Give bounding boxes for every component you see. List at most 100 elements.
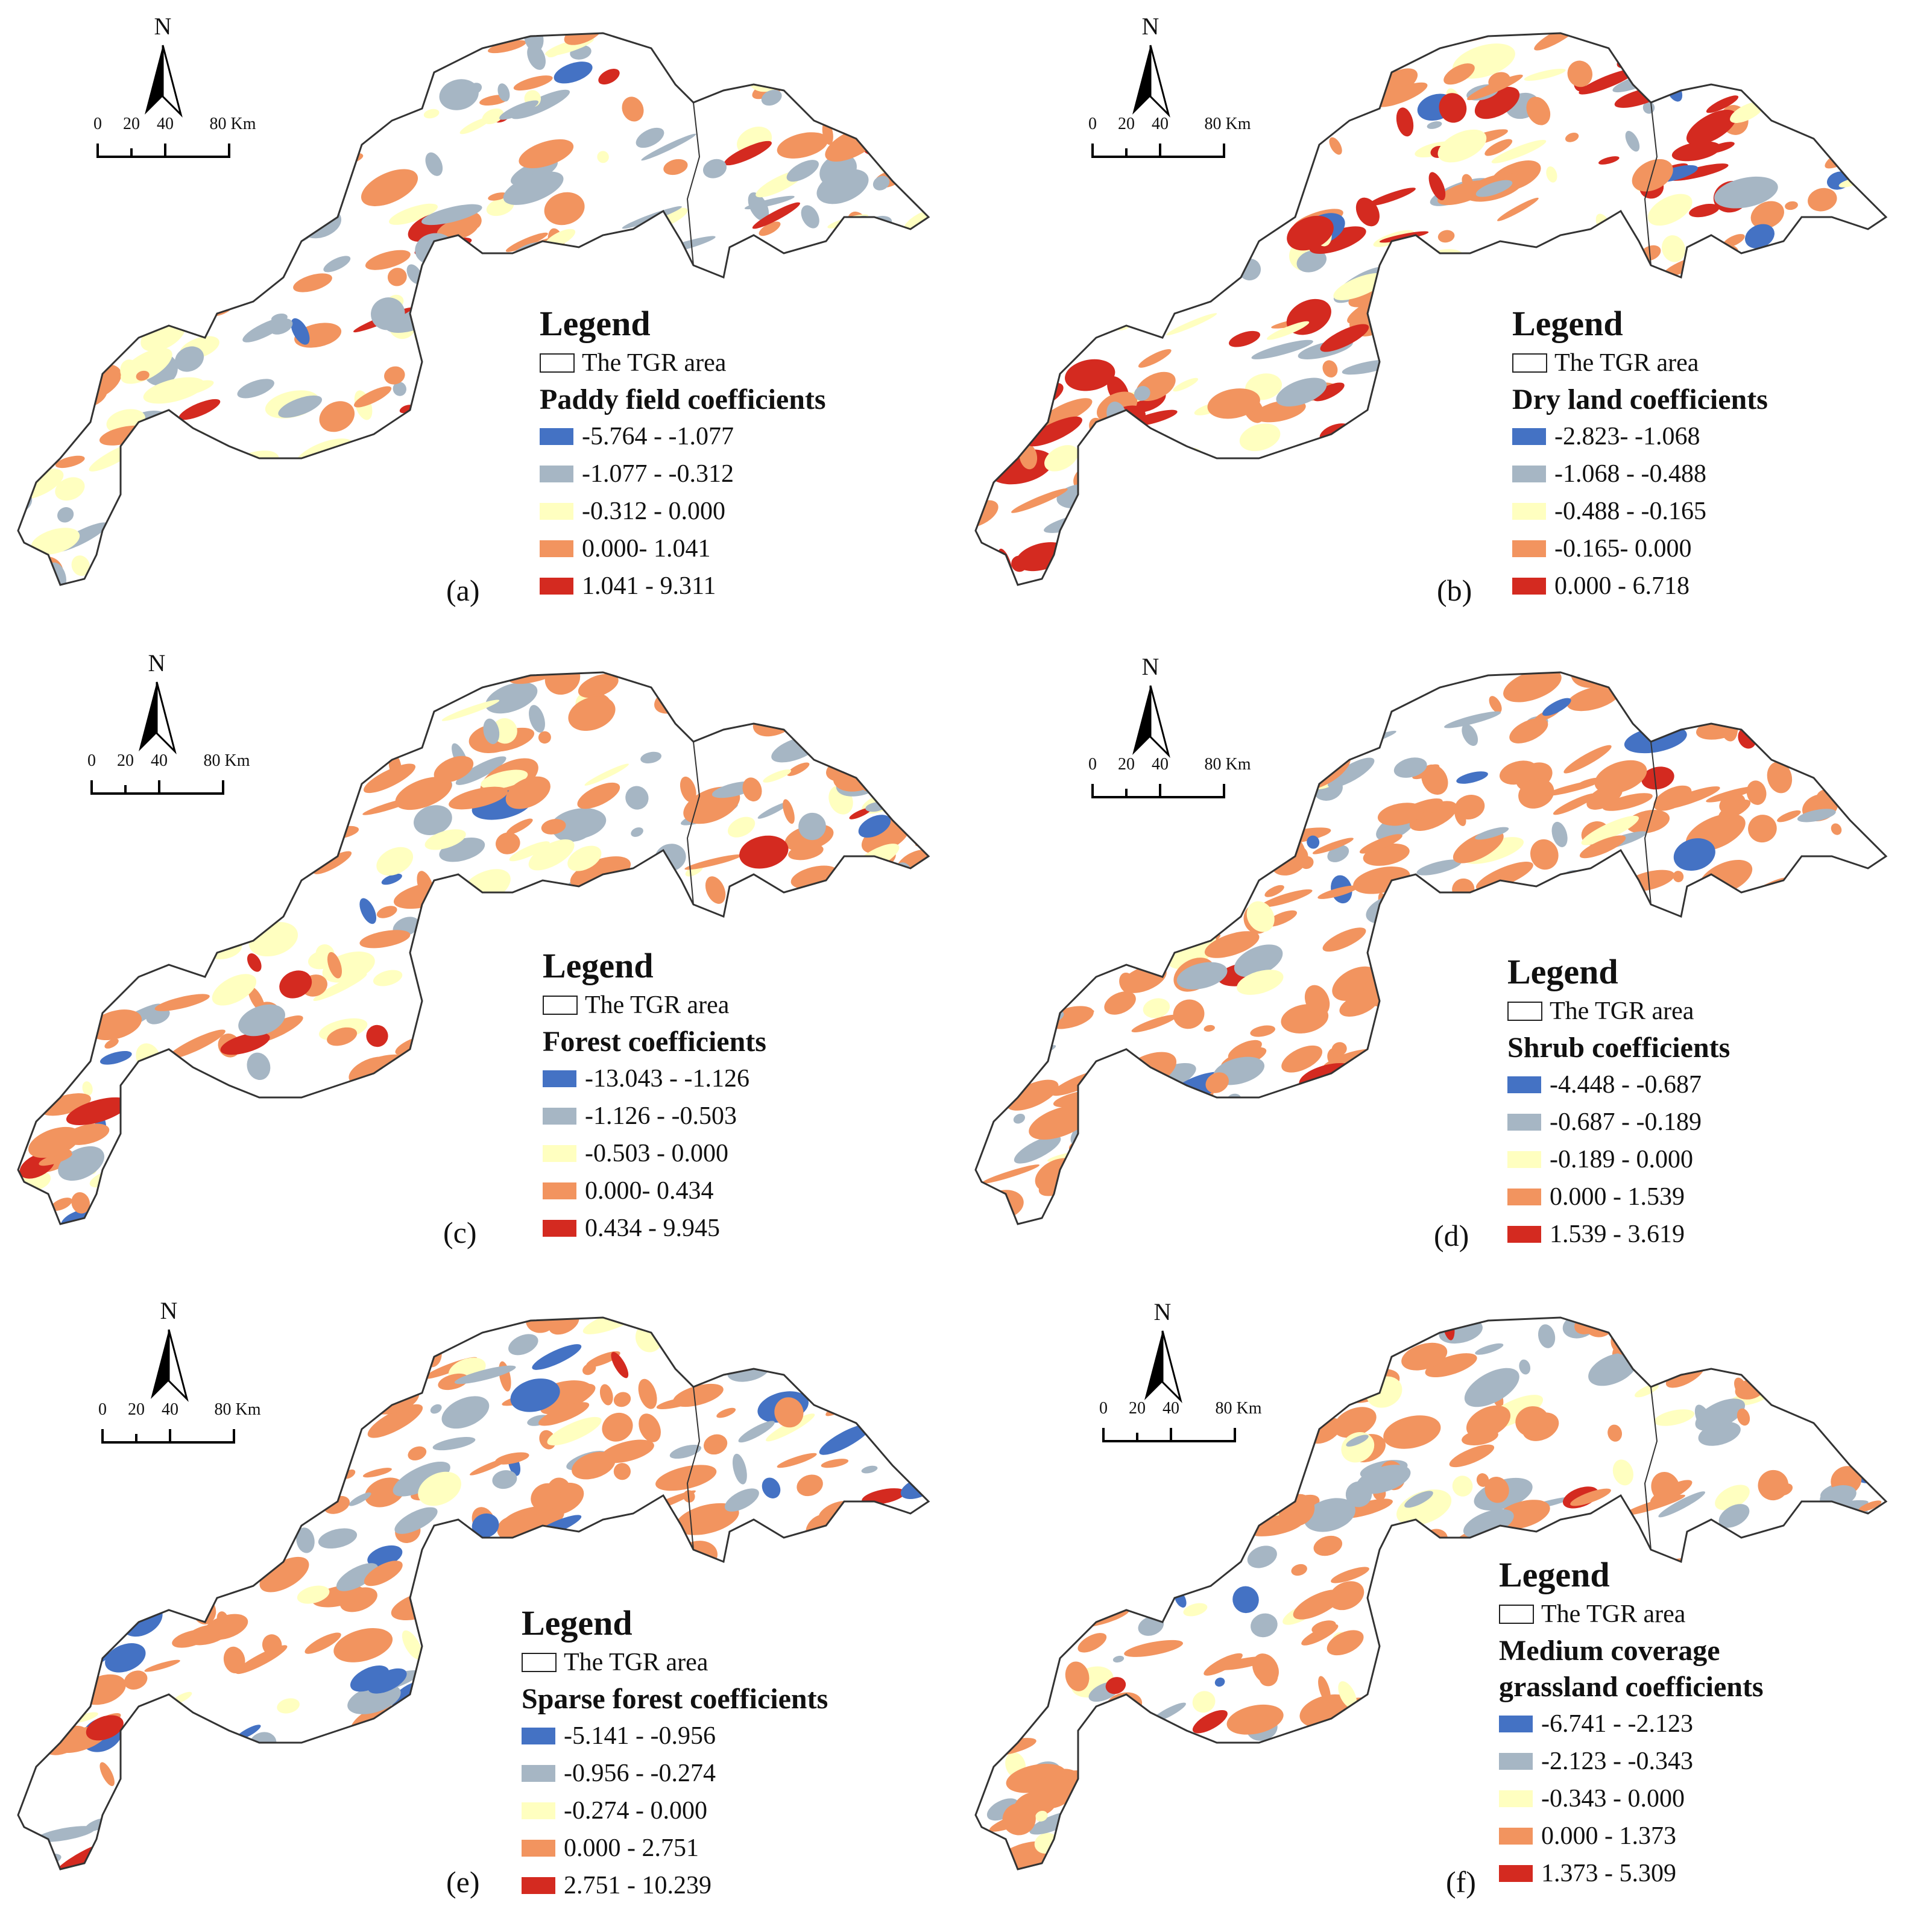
map-patch [154, 447, 199, 477]
map-patch [110, 188, 128, 212]
map-patch [1279, 741, 1290, 750]
map-patch [1221, 1497, 1237, 1529]
map-patch [1301, 1624, 1339, 1646]
map-patch [768, 672, 798, 699]
map-patch [577, 782, 620, 809]
map-patch [333, 1628, 393, 1662]
map-patch [787, 987, 828, 1016]
map-patch [639, 1413, 661, 1442]
map-patch [1322, 927, 1366, 952]
map-patch [1404, 1491, 1433, 1508]
map-patch [254, 183, 268, 193]
map-patch [893, 121, 929, 152]
map-patch [1309, 226, 1366, 254]
map-patch [349, 465, 388, 493]
map-patch [1817, 1605, 1850, 1635]
map-patch [1293, 1589, 1343, 1620]
map-patch [1122, 1169, 1156, 1182]
map-patch [1619, 676, 1663, 693]
map-patch [732, 1453, 747, 1485]
map-patch [509, 841, 550, 862]
map-patch [1777, 1483, 1793, 1496]
map-patch [459, 672, 490, 691]
map-patch [1735, 929, 1784, 947]
map-patch [1194, 1491, 1211, 1514]
map-patch [976, 1471, 1021, 1493]
north-letter: N [154, 13, 172, 40]
map-patch [1058, 167, 1090, 199]
map-patch [1694, 1404, 1713, 1433]
map-patch [1178, 1843, 1228, 1869]
map-patch [1122, 889, 1168, 920]
map-patch [1030, 159, 1047, 176]
map-patch [1348, 1812, 1369, 1829]
map-patch [811, 737, 842, 753]
map-patch [454, 1365, 516, 1384]
map-patch [519, 1032, 534, 1043]
map-patch [33, 1369, 63, 1389]
map-patch [670, 679, 680, 687]
map-patch [1737, 1408, 1750, 1426]
map-patch [578, 674, 619, 698]
coefficient-patches [976, 33, 1886, 585]
north-arrow: N [121, 12, 205, 127]
map-patch [164, 558, 198, 585]
map-patch [55, 455, 85, 469]
map-patch [1808, 188, 1837, 212]
map-patch [404, 694, 427, 709]
map-patch [1258, 529, 1316, 556]
map-patch [1634, 1384, 1659, 1398]
internal-boundary [1644, 102, 1658, 266]
map-patch [869, 1211, 923, 1224]
map-patch [48, 1542, 101, 1577]
map-patch [1312, 98, 1371, 126]
map-patch [327, 1027, 358, 1046]
map-patch [1407, 1665, 1422, 1695]
map-patch [391, 1589, 453, 1620]
map-patch [262, 1318, 286, 1340]
map-patch [131, 816, 166, 836]
map-patch [1190, 1132, 1210, 1146]
map-patch [268, 244, 284, 260]
map-patch [1799, 343, 1850, 373]
map-patch [20, 235, 55, 257]
map-patch [1189, 528, 1232, 552]
map-patch [1740, 268, 1790, 294]
map-patch [237, 379, 274, 399]
map-patch [1767, 1850, 1823, 1869]
map-patch [23, 446, 51, 463]
map-patch [1013, 1113, 1026, 1124]
class-label: 0.000- 0.434 [585, 1177, 714, 1205]
map-patch [1323, 575, 1337, 585]
scale-tick-0: 0 [93, 115, 102, 133]
map-patch [1111, 1782, 1134, 1804]
map-patch [1861, 1344, 1877, 1352]
map-patch [305, 836, 321, 862]
map-patch [1116, 1529, 1129, 1552]
swatch [1499, 1828, 1533, 1845]
map-patch [1358, 445, 1378, 455]
map-patch [1814, 1409, 1838, 1431]
class-label: 0.000 - 1.373 [1541, 1822, 1676, 1850]
map-patch [895, 343, 929, 358]
map-patch [1484, 139, 1513, 156]
map-patch [879, 444, 926, 469]
map-patch [1551, 916, 1589, 932]
map-patch [705, 876, 726, 904]
map-patch [270, 854, 310, 882]
map-patch [460, 379, 503, 397]
map-patch [31, 528, 80, 555]
map-patch [103, 912, 145, 941]
map-patch [499, 1361, 511, 1392]
map-patch [19, 968, 69, 992]
map-patch [1224, 841, 1236, 854]
coef-title: Dry land coefficients [1512, 384, 1768, 415]
map-patch [18, 1697, 58, 1732]
map-patch [792, 56, 813, 72]
map-patch [1808, 1155, 1822, 1180]
map-patch [238, 1004, 285, 1037]
map-patch [1808, 898, 1846, 927]
map-patch [263, 1332, 289, 1354]
map-patch [976, 787, 1003, 809]
map-patch [1345, 1481, 1372, 1507]
